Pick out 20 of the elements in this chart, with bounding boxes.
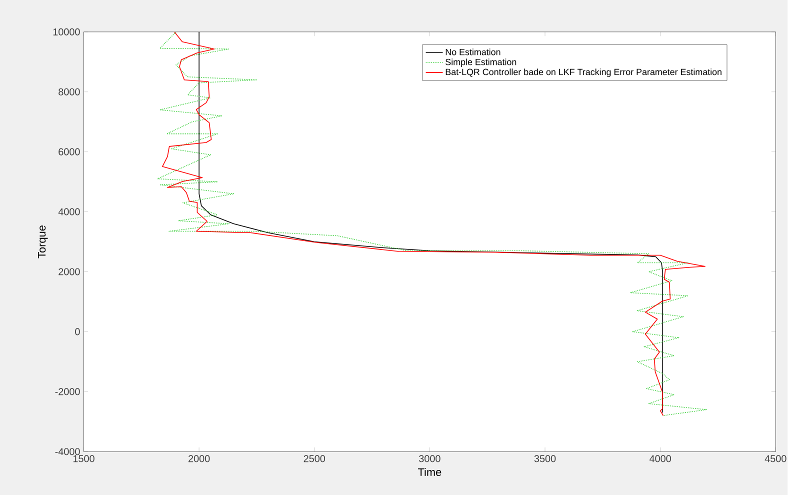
x-tick-label: 1500	[73, 454, 94, 462]
x-axis-title: Time	[418, 468, 442, 476]
y-tick-label: -4000	[55, 448, 80, 455]
y-tick-label: 6000	[58, 148, 80, 156]
legend-label: No Estimation	[446, 48, 500, 55]
y-tick-label: 4000	[58, 208, 80, 216]
y-tick-label: 2000	[58, 268, 80, 276]
legend-label: Bat-LQR Controller bade on LKF Tracking Error Parameter Estimation	[446, 68, 722, 77]
x-tick-label: 3500	[534, 454, 556, 462]
legend-label: Simple Estimation	[446, 58, 516, 67]
y-tick-label: 10000	[53, 28, 80, 36]
x-tick-label: 2000	[188, 454, 210, 462]
y-tick-label: 8000	[58, 88, 80, 96]
x-tick-label: 4500	[764, 454, 786, 462]
y-tick-label: -2000	[55, 388, 80, 395]
y-axis-title: Torque	[38, 225, 48, 258]
x-tick-label: 2500	[304, 454, 326, 462]
x-tick-label: 3000	[419, 454, 440, 462]
y-tick-label: 0	[75, 328, 80, 335]
x-tick-label: 4000	[650, 454, 671, 462]
